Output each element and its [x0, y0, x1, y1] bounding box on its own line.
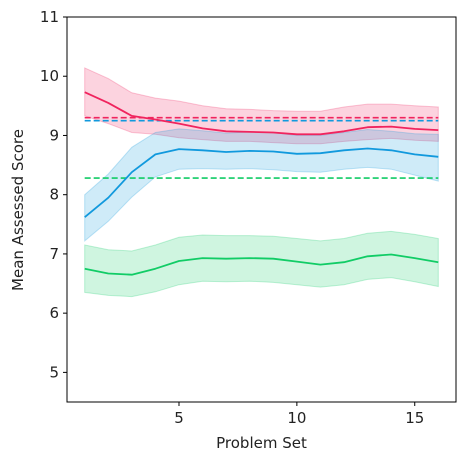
series-line-2	[84, 147, 439, 218]
plot-frame	[66, 16, 457, 403]
confidence-band-2	[84, 128, 439, 242]
confidence-band-1	[84, 67, 439, 145]
y-tick-label: 7	[49, 245, 59, 263]
series-line-1	[84, 91, 439, 136]
x-axis-label: Problem Set	[216, 434, 307, 452]
x-tick-label: 5	[174, 409, 184, 427]
series-line-3	[84, 253, 439, 276]
y-tick-label: 5	[49, 363, 59, 381]
plot-background	[67, 17, 456, 402]
y-axis-ticks: 5 6 7 8 9 10 11	[40, 8, 67, 381]
confidence-band-3	[84, 230, 439, 298]
confidence-bands	[84, 67, 439, 298]
x-axis-ticks: 5 10 15	[174, 402, 424, 427]
y-tick-label: 8	[49, 186, 59, 204]
y-tick-label: 9	[49, 126, 59, 144]
series-lines	[84, 91, 439, 276]
y-tick-label: 11	[40, 8, 59, 26]
y-tick-label: 10	[40, 67, 59, 85]
x-tick-label: 15	[405, 409, 424, 427]
x-tick-label: 10	[287, 409, 306, 427]
y-tick-label: 6	[49, 304, 59, 322]
y-axis-label: Mean Assessed Score	[9, 129, 27, 291]
